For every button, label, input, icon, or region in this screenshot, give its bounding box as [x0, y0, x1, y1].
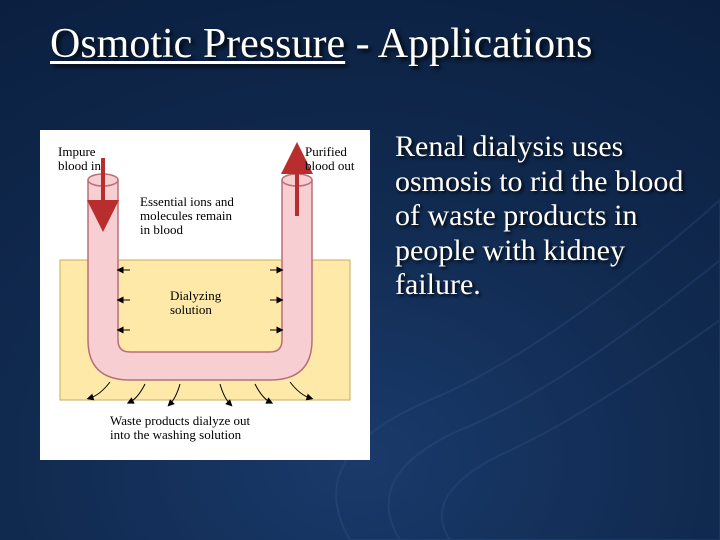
slide-title: Osmotic Pressure - Applications: [50, 20, 670, 68]
label-impure: Impureblood in: [58, 144, 101, 173]
title-text-underlined: Osmotic Pressure: [50, 21, 345, 67]
bullet-text: Renal dialysis uses osmosis to rid the b…: [395, 130, 695, 303]
title-text-rest: - Applications: [345, 21, 592, 67]
label-waste: Waste products dialyze outinto the washi…: [110, 413, 250, 442]
label-essential: Essential ions andmolecules remainin blo…: [140, 194, 234, 237]
bullet-item: Renal dialysis uses osmosis to rid the b…: [395, 130, 695, 303]
dialysis-diagram: Impureblood in Purifiedblood out Essenti…: [40, 130, 370, 460]
slide: Osmotic Pressure - Applications: [0, 0, 720, 540]
label-purified: Purifiedblood out: [305, 144, 355, 173]
dialysis-svg: Impureblood in Purifiedblood out Essenti…: [50, 140, 360, 450]
bullet-area: Renal dialysis uses osmosis to rid the b…: [395, 130, 695, 303]
